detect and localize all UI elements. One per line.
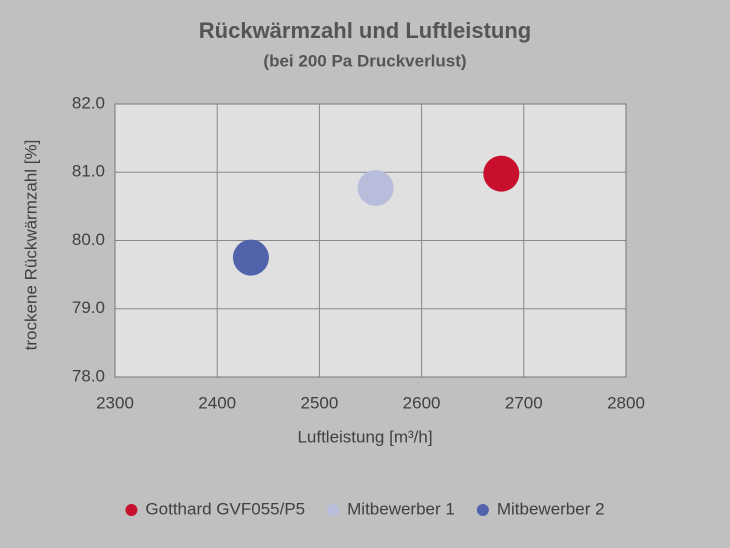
plot-border	[114, 103, 627, 378]
legend-marker	[125, 504, 138, 516]
chart-title: Rückwärmzahl und Luftleistung	[199, 18, 531, 43]
y-axis-label: trockene Rückwärmzahl [%]	[21, 140, 40, 351]
point	[483, 155, 520, 192]
x-tick-label: 2300	[96, 393, 134, 412]
x-tick-label: 2700	[505, 393, 543, 412]
x-tick-label: 2400	[198, 393, 236, 412]
y-tick-label: 79.0	[72, 298, 105, 317]
legend-label: Mitbewerber 1	[347, 499, 455, 518]
x-axis-label: Luftleistung [m³/h]	[297, 427, 432, 446]
point	[232, 239, 269, 276]
y-tick-label: 82.0	[72, 93, 105, 112]
legend-label: Mitbewerber 2	[497, 499, 605, 518]
legend-marker	[327, 504, 340, 516]
y-tick-label: 80.0	[72, 230, 105, 249]
x-tick-label: 2500	[300, 393, 338, 412]
legend-label: Gotthard GVF055/P5	[145, 499, 305, 518]
x-tick-label: 2600	[403, 393, 441, 412]
legend-marker	[476, 504, 489, 516]
x-tick-label: 2800	[607, 393, 645, 412]
point	[357, 169, 394, 206]
chart-subtitle: (bei 200 Pa Druckverlust)	[263, 51, 466, 70]
y-tick-label: 81.0	[72, 162, 105, 181]
y-tick-label: 78.0	[72, 366, 105, 385]
